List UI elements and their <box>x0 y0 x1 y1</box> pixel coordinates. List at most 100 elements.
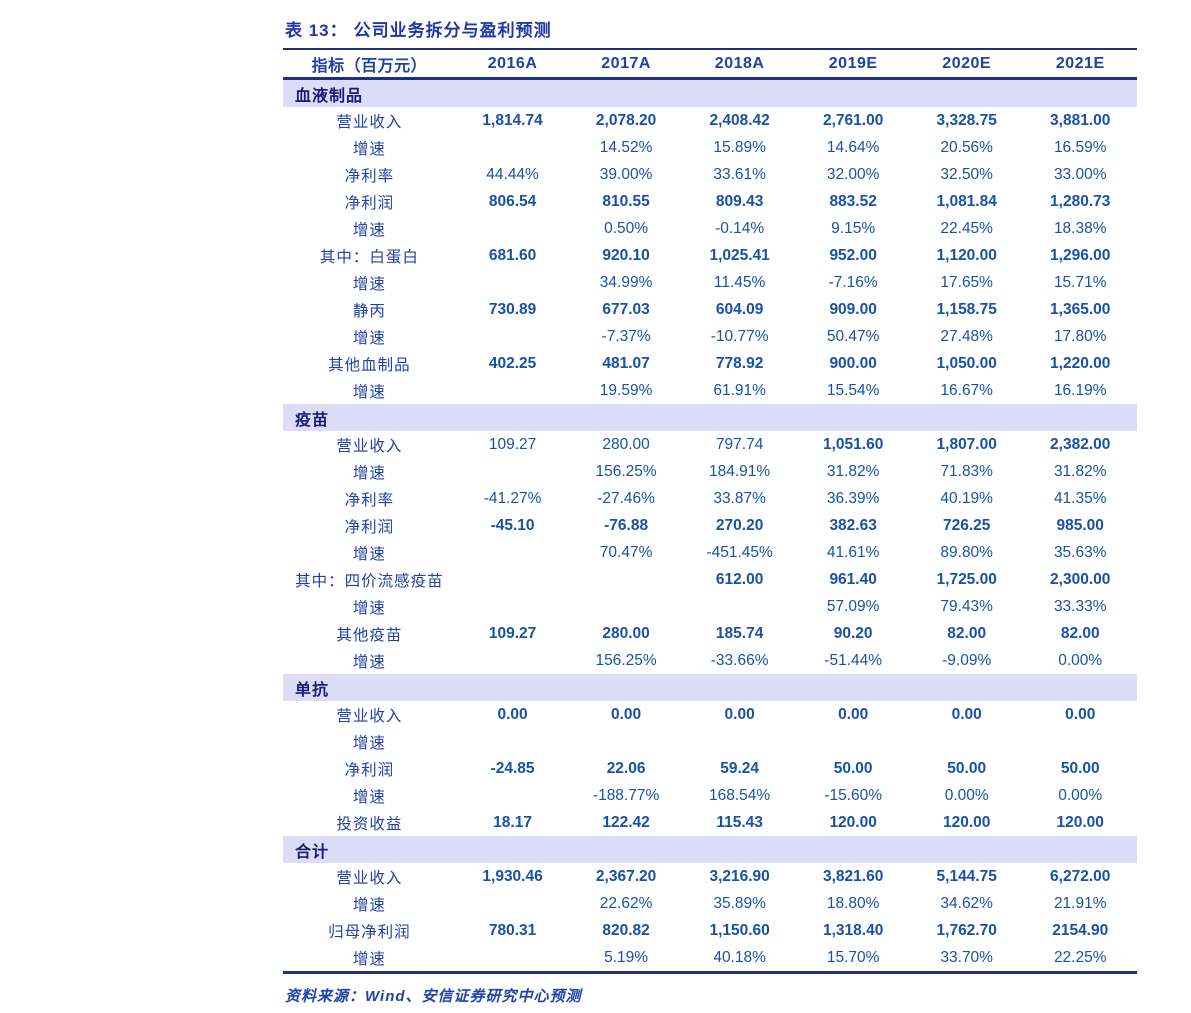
value-cell: 1,280.73 <box>1050 192 1111 210</box>
value-cell: 909.00 <box>829 300 877 318</box>
table-header: 指标（百万元） 2016A 2017A 2018A 2019E 2020E 20… <box>283 50 1137 80</box>
table-row: 其中：白蛋白 681.60 920.10 1,025.41 952.00 1,120.00… <box>283 242 1137 269</box>
value-cell <box>456 377 570 404</box>
table-row: 增速 -7.37% -10.77% 50.47% 27.48% 17.80% <box>283 323 1137 350</box>
value-cell: 1,081.84 <box>936 192 997 210</box>
value-cell: 809.43 <box>715 192 764 210</box>
value-cell: 35.63% <box>1053 543 1107 561</box>
value-cell: 109.27 <box>488 624 537 642</box>
row-label-cell: 静丙 <box>352 302 386 320</box>
table-row: 其中：四价流感疫苗 612.00 961.40 1,725.00 2,300.00 <box>283 566 1137 593</box>
value-cell <box>456 458 570 485</box>
value-cell: 1,150.60 <box>709 921 770 939</box>
value-cell: 50.00 <box>947 759 987 777</box>
value-cell: 50.00 <box>1060 759 1100 777</box>
value-cell: 797.74 <box>715 435 764 453</box>
value-cell: 18.38% <box>1053 219 1107 237</box>
value-cell <box>569 728 683 755</box>
value-cell: 1,930.46 <box>482 867 543 885</box>
value-cell: 19.59% <box>599 381 653 399</box>
value-cell: 40.18% <box>713 948 766 966</box>
value-cell: 5.19% <box>604 948 649 966</box>
value-cell: 18.80% <box>826 894 880 912</box>
value-cell: 0.00% <box>1058 786 1103 804</box>
value-cell: -0.14% <box>715 219 765 237</box>
value-cell: 120.00 <box>942 813 991 831</box>
value-cell: -15.60% <box>824 786 883 804</box>
value-cell: 985.00 <box>1056 516 1104 534</box>
table-row: 营业收入 0.00 0.00 0.00 0.00 0.00 0.00 <box>283 701 1137 728</box>
value-cell: 0.00 <box>497 705 528 723</box>
table-row: 净利润 -24.85 22.06 59.24 50.00 50.00 50.00 <box>283 755 1137 782</box>
value-cell: -7.16% <box>828 273 878 291</box>
table-title-text: 公司业务拆分与盈利预测 <box>353 21 552 40</box>
value-cell: -27.46% <box>597 489 655 507</box>
value-cell: -45.10 <box>490 516 535 534</box>
table-row: 增速 22.62% 35.89% 18.80% 34.62% 21.91% <box>283 890 1137 917</box>
table-row: 营业收入 1,930.46 2,367.20 3,216.90 3,821.60 5,14… <box>283 863 1137 890</box>
value-cell: 3,216.90 <box>709 867 770 885</box>
value-cell: 82.00 <box>947 624 987 642</box>
value-cell: 780.31 <box>488 921 537 939</box>
table-title: 表 13： 公司业务拆分与盈利预测 <box>283 12 1137 50</box>
value-cell: 280.00 <box>602 435 650 453</box>
value-cell <box>1023 728 1137 755</box>
value-cell: 5,144.75 <box>936 867 997 885</box>
value-cell: 961.40 <box>829 570 877 588</box>
value-cell: 1,050.00 <box>936 354 997 372</box>
value-cell: 82.00 <box>1060 624 1100 642</box>
value-cell: 61.91% <box>713 381 766 399</box>
row-label-cell: 营业收入 <box>336 437 403 455</box>
value-cell: 15.89% <box>713 138 766 156</box>
value-cell: 32.00% <box>826 165 880 183</box>
value-cell: 41.61% <box>826 543 880 561</box>
value-cell: 9.15% <box>831 219 876 237</box>
value-cell: 806.54 <box>488 192 537 210</box>
row-label-cell: 净利率 <box>344 491 395 509</box>
value-cell: 810.55 <box>602 192 650 210</box>
value-cell: -33.66% <box>710 651 769 669</box>
value-cell: 2,761.00 <box>822 111 884 129</box>
value-cell: -9.09% <box>942 651 992 669</box>
row-label-cell: 增速 <box>352 545 386 563</box>
value-cell: 1,051.60 <box>822 435 884 453</box>
value-cell: 0.00 <box>838 705 869 723</box>
value-cell: 33.00% <box>1053 165 1107 183</box>
row-label-cell: 净利率 <box>344 167 395 185</box>
value-cell: -188.77% <box>592 786 660 804</box>
table-row: 投资收益 18.17 122.42 115.43 120.00 120.00 120.00 <box>283 809 1137 836</box>
row-label-cell: 投资收益 <box>336 815 403 833</box>
value-cell: 1,807.00 <box>936 435 997 453</box>
row-label-cell: 增速 <box>352 464 386 482</box>
section-name: 单抗 <box>283 674 1137 701</box>
value-cell: 612.00 <box>715 570 764 588</box>
section-row: 疫苗 <box>283 404 1137 431</box>
value-cell: 33.33% <box>1053 597 1107 615</box>
value-cell: 109.27 <box>488 435 537 453</box>
value-cell: 382.63 <box>829 516 877 534</box>
value-cell: 0.00% <box>944 786 989 804</box>
value-cell: 33.61% <box>713 165 766 183</box>
value-cell <box>456 728 570 755</box>
table-row: 增速 34.99% 11.45% -7.16% 17.65% 15.71% <box>283 269 1137 296</box>
value-cell: 1,762.70 <box>936 921 997 939</box>
value-cell: -10.77% <box>710 327 769 345</box>
header-2019e: 2019E <box>796 50 910 80</box>
row-label-cell: 净利润 <box>344 518 395 536</box>
value-cell <box>569 593 683 620</box>
value-cell: 15.54% <box>826 381 880 399</box>
value-cell: 50.47% <box>826 327 880 345</box>
table-row: 增速 0.50% -0.14% 9.15% 22.45% 18.38% <box>283 215 1137 242</box>
value-cell: 1,365.00 <box>1050 300 1111 318</box>
value-cell: 3,821.60 <box>822 867 884 885</box>
table-row: 净利润 806.54 810.55 809.43 883.52 1,081.84 1,280… <box>283 188 1137 215</box>
row-label-cell: 增速 <box>352 275 386 293</box>
row-label-cell: 增速 <box>352 221 386 239</box>
table-row: 增速 -188.77% 168.54% -15.60% 0.00% 0.00% <box>283 782 1137 809</box>
value-cell: 820.82 <box>602 921 650 939</box>
row-label-cell: 净利润 <box>344 194 395 212</box>
value-cell <box>683 593 797 620</box>
row-label-cell: 其中：白蛋白 <box>319 248 419 266</box>
value-cell: 2,408.42 <box>709 111 770 129</box>
value-cell: 22.45% <box>940 219 993 237</box>
